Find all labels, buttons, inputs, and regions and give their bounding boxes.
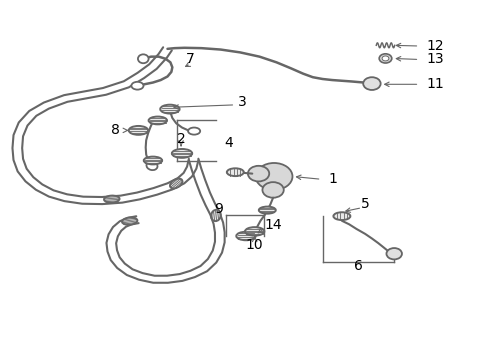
Text: 2: 2 bbox=[177, 132, 185, 146]
Ellipse shape bbox=[236, 232, 256, 240]
Ellipse shape bbox=[245, 227, 265, 236]
Text: 12: 12 bbox=[427, 39, 444, 53]
Circle shape bbox=[263, 182, 284, 198]
Text: 10: 10 bbox=[246, 238, 264, 252]
Ellipse shape bbox=[188, 127, 200, 135]
Ellipse shape bbox=[104, 195, 120, 203]
Text: 3: 3 bbox=[238, 95, 247, 109]
Ellipse shape bbox=[227, 168, 244, 176]
Ellipse shape bbox=[131, 82, 144, 90]
Text: 5: 5 bbox=[361, 197, 369, 211]
Ellipse shape bbox=[138, 54, 148, 63]
Ellipse shape bbox=[122, 217, 137, 225]
Circle shape bbox=[387, 248, 402, 260]
Ellipse shape bbox=[129, 126, 148, 135]
Circle shape bbox=[248, 166, 269, 181]
Ellipse shape bbox=[333, 212, 350, 220]
Ellipse shape bbox=[148, 117, 167, 124]
Circle shape bbox=[382, 56, 389, 61]
Circle shape bbox=[256, 163, 293, 190]
Ellipse shape bbox=[172, 149, 192, 158]
Ellipse shape bbox=[147, 162, 157, 170]
Circle shape bbox=[363, 77, 381, 90]
Text: 6: 6 bbox=[354, 259, 363, 273]
Ellipse shape bbox=[144, 157, 162, 165]
Text: 7: 7 bbox=[186, 53, 195, 67]
Ellipse shape bbox=[160, 105, 180, 113]
Text: 13: 13 bbox=[427, 53, 444, 67]
Text: 8: 8 bbox=[111, 123, 120, 138]
Ellipse shape bbox=[211, 210, 221, 221]
Ellipse shape bbox=[259, 207, 276, 214]
Ellipse shape bbox=[170, 179, 182, 188]
Text: 9: 9 bbox=[214, 202, 223, 216]
Text: 4: 4 bbox=[224, 136, 233, 150]
Text: 1: 1 bbox=[328, 172, 337, 186]
Text: 11: 11 bbox=[427, 77, 444, 91]
Circle shape bbox=[379, 54, 392, 63]
Text: 14: 14 bbox=[265, 219, 282, 232]
